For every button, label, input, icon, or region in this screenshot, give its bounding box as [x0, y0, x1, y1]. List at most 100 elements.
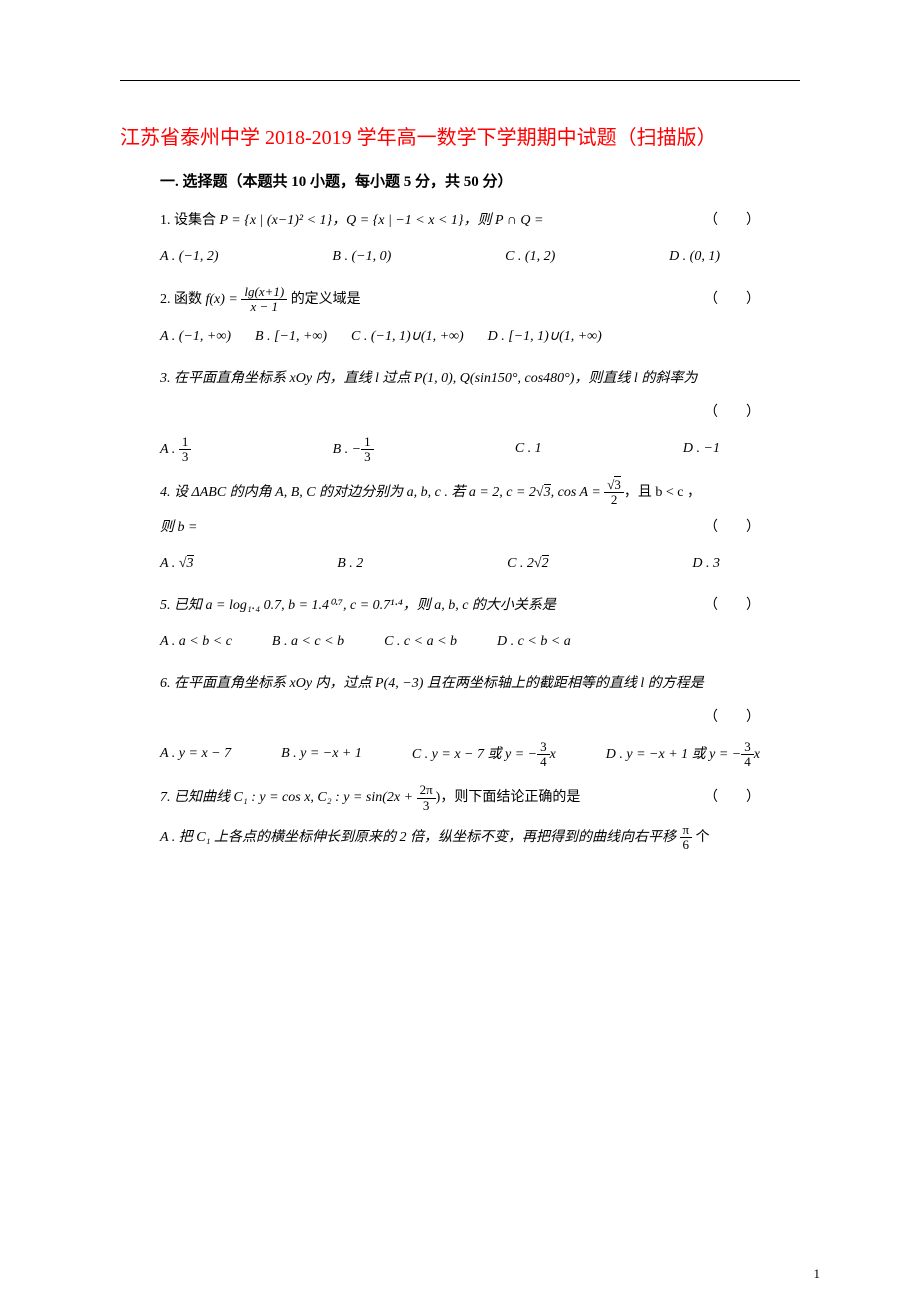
q7-stem-b: )，则下面结论正确的是 [436, 790, 581, 805]
q5-options: A . a < b < c B . a < c < b C . c < a < … [160, 628, 760, 656]
question-6: 6. 在平面直角坐标系 xOy 内，过点 P(4, −3) 且在两坐标轴上的截距… [160, 670, 760, 770]
q4-sqrt-c: √3 [536, 484, 551, 500]
q6-d-den: 4 [741, 755, 754, 769]
q2-fx: f(x) = [206, 292, 242, 307]
q2-suffix: 的定义域是 [287, 292, 361, 307]
q1-opt-b: B . (−1, 0) [332, 243, 391, 271]
q4-a-sqrt: 3 [187, 555, 194, 571]
q3-b-den: 3 [361, 450, 374, 464]
q6-opt-b: B . y = −x + 1 [281, 740, 362, 770]
q5-opt-b: B . a < c < b [272, 628, 344, 656]
q7-a-num: π [680, 823, 693, 838]
q1-options: A . (−1, 2) B . (−1, 0) C . (1, 2) D . (… [160, 243, 760, 271]
q2-prefix: 2. 函数 [160, 292, 206, 307]
q2-opt-a: A . (−1, +∞) [160, 323, 231, 351]
q3-opt-b: B . −13 [333, 435, 374, 465]
q4-stem-a: 4. 设 ΔABC 的内角 A, B, C 的对边分别为 a, b, c . 若… [160, 485, 536, 500]
answer-paren: （ ） [704, 514, 760, 542]
q3-b-frac: 13 [361, 435, 374, 465]
q7-frac-den: 3 [417, 799, 436, 813]
q3-b-label: B . − [333, 442, 362, 457]
q4-stem-line1: 4. 设 ΔABC 的内角 A, B, C 的对边分别为 a, b, c . 若… [160, 478, 760, 508]
q6-c-num: 3 [537, 740, 550, 755]
q6-stem: 6. 在平面直角坐标系 xOy 内，过点 P(4, −3) 且在两坐标轴上的截距… [160, 670, 760, 698]
q6-opt-d: D . y = −x + 1 或 y = −34x [606, 740, 760, 770]
q6-d-num: 3 [741, 740, 754, 755]
q4-stem-c: ，且 b < c ， [624, 485, 701, 500]
q5-opt-a: A . a < b < c [160, 628, 232, 656]
q2-frac-den: x − 1 [241, 300, 287, 314]
q4-c-sqrt: 2 [542, 555, 549, 571]
q3-stem: 3. 在平面直角坐标系 xOy 内，直线 l 过点 P(1, 0), Q(sin… [160, 365, 760, 393]
q4-sqrt-c-body: 3 [544, 484, 551, 500]
q4-cos-num: √3 [604, 478, 624, 493]
q7-stem-a: 7. 已知曲线 C₁ : y = cos x, C₂ : y = sin(2x … [160, 790, 417, 805]
q2-frac-num: lg(x+1) [241, 285, 287, 300]
q3-b-num: 1 [361, 435, 374, 450]
q4-opt-c: C . 2√2 [507, 550, 549, 578]
q5-opt-c: C . c < a < b [384, 628, 457, 656]
q1-opt-a: A . (−1, 2) [160, 243, 219, 271]
q4-options: A . √3 B . 2 C . 2√2 D . 3 [160, 550, 760, 578]
q3-stem-text: 3. 在平面直角坐标系 xOy 内，直线 l 过点 P(1, 0), Q(sin… [160, 371, 697, 386]
q7-a-den: 6 [680, 838, 693, 852]
q3-a-label: A . [160, 442, 179, 457]
question-4: 4. 设 ΔABC 的内角 A, B, C 的对边分别为 a, b, c . 若… [160, 478, 760, 578]
q1-math: P = {x | (x−1)² < 1}，Q = {x | −1 < x < 1… [220, 213, 544, 228]
q2-frac: lg(x+1)x − 1 [241, 285, 287, 315]
top-rule [120, 80, 800, 81]
answer-paren: （ ） [704, 286, 760, 314]
q7-frac-num: 2π [417, 783, 436, 798]
q3-opt-c: C . 1 [515, 435, 542, 465]
q6-c-frac: 34 [537, 740, 550, 770]
q7-a-suffix: 个 [692, 830, 710, 845]
q3-a-den: 3 [179, 450, 192, 464]
q6-d-b: x [754, 747, 760, 762]
q1-opt-d: D . (0, 1) [669, 243, 720, 271]
q4-cos-den: 2 [604, 493, 624, 507]
q2-opt-b: B . [−1, +∞) [255, 323, 327, 351]
answer-paren: （ ） [704, 207, 760, 235]
q6-opt-a: A . y = x − 7 [160, 740, 231, 770]
q7-opt-a: A . 把 C₁ 上各点的横坐标伸长到原来的 2 倍，纵坐标不变，再把得到的曲线… [160, 823, 760, 853]
question-1: 1. 设集合 P = {x | (x−1)² < 1}，Q = {x | −1 … [160, 207, 760, 271]
q2-stem: 2. 函数 f(x) = lg(x+1)x − 1 的定义域是 [160, 285, 684, 315]
q4-opt-b: B . 2 [337, 550, 363, 578]
q3-opt-a: A . 13 [160, 435, 191, 465]
question-5: 5. 已知 a = log₁.₄ 0.7, b = 1.4⁰·⁷, c = 0.… [160, 592, 760, 656]
q4-cos-num-sqrt: 3 [614, 476, 621, 492]
answer-paren: （ ） [704, 784, 760, 812]
answer-paren: （ ） [704, 704, 760, 732]
q6-options: A . y = x − 7 B . y = −x + 1 C . y = x −… [160, 740, 760, 770]
exam-title: 江苏省泰州中学 2018-2019 学年高一数学下学期期中试题（扫描版） [120, 121, 800, 150]
q3-a-frac: 13 [179, 435, 192, 465]
q7-a-text: A . 把 C₁ 上各点的横坐标伸长到原来的 2 倍，纵坐标不变，再把得到的曲线… [160, 830, 680, 845]
q3-a-num: 1 [179, 435, 192, 450]
q1-opt-c: C . (1, 2) [505, 243, 555, 271]
q4-c-label: C . 2 [507, 556, 534, 571]
q4-stem-line2: 则 b = [160, 514, 684, 542]
q4-cos-frac: √32 [604, 478, 624, 508]
q3-options: A . 13 B . −13 C . 1 D . −1 [160, 435, 760, 465]
q5-stem: 5. 已知 a = log₁.₄ 0.7, b = 1.4⁰·⁷, c = 0.… [160, 592, 684, 620]
q2-options: A . (−1, +∞) B . [−1, +∞) C . (−1, 1)∪(1… [160, 323, 760, 351]
q6-d-frac: 34 [741, 740, 754, 770]
q1-stem: 1. 设集合 P = {x | (x−1)² < 1}，Q = {x | −1 … [160, 207, 684, 235]
exam-page: 江苏省泰州中学 2018-2019 学年高一数学下学期期中试题（扫描版） 一. … [0, 0, 920, 907]
q4-opt-d: D . 3 [692, 550, 720, 578]
answer-paren: （ ） [704, 399, 760, 427]
q2-opt-d: D . [−1, 1)∪(1, +∞) [488, 323, 602, 351]
q7-frac: 2π3 [417, 783, 436, 813]
q6-d-a: D . y = −x + 1 或 y = − [606, 747, 742, 762]
q6-c-a: C . y = x − 7 或 y = − [412, 747, 537, 762]
page-number: 1 [814, 1266, 821, 1282]
answer-paren: （ ） [704, 592, 760, 620]
q6-c-den: 4 [537, 755, 550, 769]
q4-opt-a: A . √3 [160, 550, 194, 578]
section-heading: 一. 选择题（本题共 10 小题，每小题 5 分，共 50 分） [160, 170, 800, 191]
q2-opt-c: C . (−1, 1)∪(1, +∞) [351, 323, 464, 351]
q7-stem: 7. 已知曲线 C₁ : y = cos x, C₂ : y = sin(2x … [160, 783, 684, 813]
q7-a-frac: π6 [680, 823, 693, 853]
question-7: 7. 已知曲线 C₁ : y = cos x, C₂ : y = sin(2x … [160, 783, 760, 852]
q6-c-b: x [550, 747, 556, 762]
